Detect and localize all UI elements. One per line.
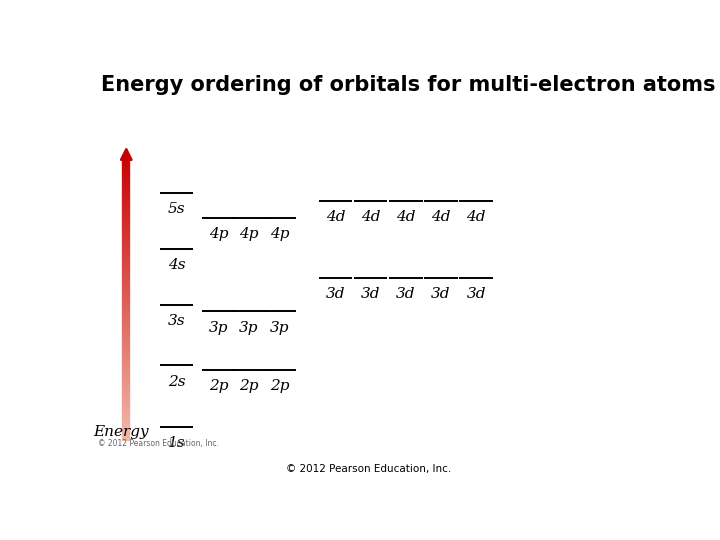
Text: 1s: 1s (168, 436, 185, 450)
Text: © 2012 Pearson Education, Inc.: © 2012 Pearson Education, Inc. (99, 439, 220, 448)
Text: 2p: 2p (209, 379, 228, 393)
Text: 2p: 2p (270, 379, 289, 393)
Text: 2s: 2s (168, 375, 185, 389)
Text: 3d: 3d (396, 287, 415, 301)
Text: Energy ordering of orbitals for multi-electron atoms: Energy ordering of orbitals for multi-el… (101, 75, 716, 95)
Text: 3d: 3d (361, 287, 380, 301)
Text: 5s: 5s (168, 202, 185, 216)
Text: 4p: 4p (270, 227, 289, 241)
Text: 3d: 3d (431, 287, 451, 301)
Text: 2p: 2p (239, 379, 258, 393)
Text: 3p: 3p (209, 321, 228, 334)
Text: 3p: 3p (239, 321, 258, 334)
Text: 3p: 3p (270, 321, 289, 334)
Text: 4p: 4p (209, 227, 228, 241)
Text: 4s: 4s (168, 258, 185, 272)
Text: © 2012 Pearson Education, Inc.: © 2012 Pearson Education, Inc. (287, 464, 451, 474)
Text: 3d: 3d (467, 287, 486, 301)
Text: 4d: 4d (325, 210, 346, 224)
Text: 3s: 3s (168, 314, 185, 328)
Text: 4d: 4d (361, 210, 380, 224)
Text: 4d: 4d (431, 210, 451, 224)
Text: 4d: 4d (467, 210, 486, 224)
Text: 4p: 4p (239, 227, 258, 241)
Text: 3d: 3d (325, 287, 346, 301)
Text: Energy: Energy (93, 425, 148, 439)
Text: 4d: 4d (396, 210, 415, 224)
